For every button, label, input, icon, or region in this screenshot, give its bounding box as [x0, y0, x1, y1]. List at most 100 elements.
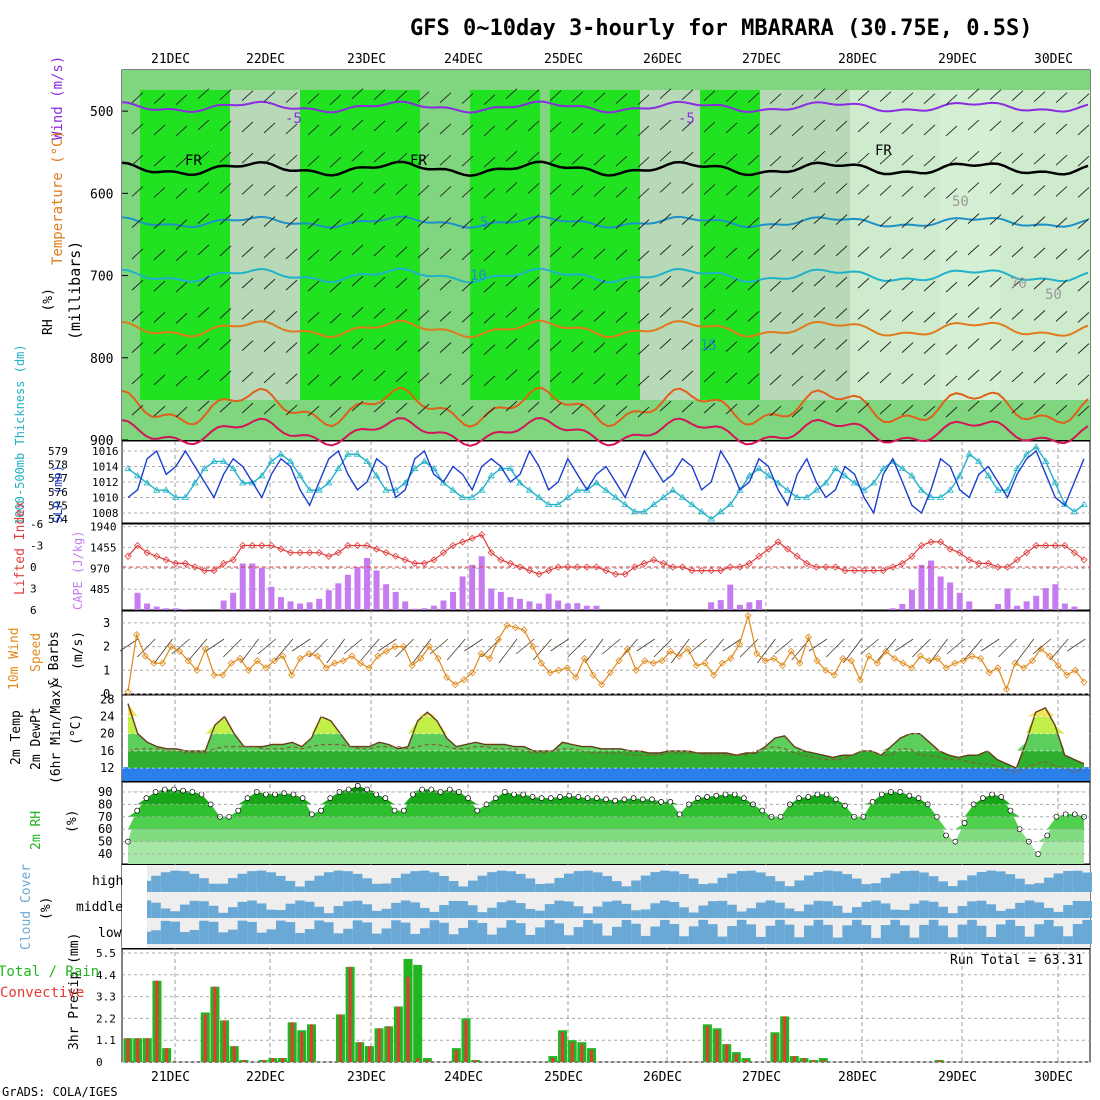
wind-barb — [153, 218, 166, 229]
cape-bar — [708, 602, 715, 610]
wind-barb — [483, 94, 496, 105]
date-label-bottom: 21DEC — [151, 1070, 190, 1085]
ylabel-millibars: (millibars) — [66, 241, 84, 340]
wind-barb-10m — [757, 638, 776, 664]
ylabel-temp-a: 2m Temp — [9, 710, 24, 765]
cloud-cell-middle — [967, 901, 977, 918]
wind-point — [167, 643, 175, 651]
wind-barb — [769, 249, 782, 261]
li-point — [229, 556, 237, 564]
wind-barb — [549, 277, 562, 289]
thickness-point — [736, 486, 744, 493]
wind-barb — [945, 125, 958, 137]
thickness-line — [127, 445, 1085, 520]
wind-point — [537, 659, 545, 667]
wind-barb — [461, 218, 474, 229]
rh-point — [400, 807, 407, 814]
rh-point — [823, 791, 830, 798]
wind-barb — [879, 247, 892, 259]
cloud-cell-low — [621, 919, 632, 944]
wind-barb — [813, 244, 826, 256]
cloud-cell-middle — [535, 910, 545, 918]
wind-barb — [923, 124, 936, 136]
cape-bar — [526, 601, 533, 610]
thickness-point — [325, 479, 333, 486]
wind-barb — [197, 213, 210, 224]
wind-barb — [439, 342, 452, 353]
wind-barb — [945, 375, 958, 387]
wind-point — [598, 680, 606, 689]
cloud-cell-low — [468, 920, 478, 944]
precip-conv-bar — [464, 1020, 468, 1062]
wind-barb — [329, 406, 342, 418]
wind-barb — [549, 246, 562, 258]
wind-barb — [373, 370, 386, 382]
wind-barb — [417, 310, 430, 321]
cloud-cell-high — [573, 871, 584, 892]
cloud-cell-low — [583, 919, 593, 944]
cloud-cell-low — [996, 924, 1006, 944]
rh-point — [171, 786, 177, 793]
wind-barb — [989, 339, 1002, 350]
wind-barb — [901, 186, 914, 197]
rh-point — [1062, 811, 1069, 818]
wind-barb — [835, 339, 848, 350]
wind-barb — [175, 156, 188, 168]
wind-barb — [571, 216, 584, 227]
cloud-cell-low — [487, 934, 497, 944]
wind-barb — [879, 372, 892, 384]
cloud-cell-high — [746, 870, 756, 892]
wind-barb — [395, 309, 408, 320]
wind-barb — [945, 281, 958, 293]
wind-barb — [175, 406, 188, 418]
cloud-cell-middle — [948, 913, 958, 918]
wind-barb — [769, 124, 782, 136]
cloud-cell-high — [871, 883, 881, 892]
cloud-cell-low — [1082, 919, 1092, 944]
wind-point — [477, 650, 485, 658]
cloud-cell-low — [304, 929, 315, 944]
precip-conv-bar — [281, 1058, 285, 1062]
cape-bar — [373, 570, 380, 610]
cloud-cell-low — [420, 928, 430, 944]
wind-barb — [461, 405, 474, 417]
wind-barb-10m — [171, 638, 190, 655]
cloud-cell-low — [880, 925, 891, 944]
wind-point — [744, 612, 752, 620]
wind-barb-10m — [894, 638, 914, 652]
cloud-cell-low — [986, 936, 996, 944]
cloud-cell-low — [794, 937, 804, 944]
pressure-tick-label: 500 — [90, 105, 113, 120]
cloud-cell-middle — [247, 900, 257, 918]
precip-conv-bar — [715, 1030, 719, 1062]
cloud-cell-low — [1015, 926, 1025, 944]
rh-point — [244, 795, 251, 802]
wind-barb — [329, 344, 342, 355]
wind-point — [193, 666, 201, 674]
cloud-cell-high — [909, 870, 920, 892]
wind-barb — [967, 400, 980, 412]
wind-barb — [879, 216, 892, 227]
wind-barb — [197, 150, 210, 162]
thickness-point — [124, 464, 132, 471]
wind-barb — [901, 342, 914, 353]
cape-bar — [947, 582, 954, 610]
li-point — [984, 559, 992, 567]
ylabel-temp-c: (6hr Min/Max) — [49, 682, 64, 784]
slp-tick-label: 1008 — [92, 507, 119, 520]
rh-shading — [140, 90, 230, 400]
cloud-cell-middle — [324, 913, 334, 918]
cloud-cell-low — [602, 935, 612, 944]
wind-barb — [747, 342, 760, 353]
ylabel-temp-b: 2m DewPt — [29, 707, 44, 770]
contour-label: -5 — [285, 111, 302, 127]
wind-barb — [681, 89, 694, 100]
cloud-cell-low — [477, 922, 488, 944]
wind-barb — [945, 94, 958, 105]
cloud-cell-low — [506, 920, 516, 944]
cloud-cell-high — [660, 870, 670, 892]
wind-barb — [615, 280, 628, 292]
cloud-cell-low — [391, 920, 401, 944]
li-point — [363, 541, 371, 550]
cloud-cell-middle — [1063, 905, 1073, 918]
